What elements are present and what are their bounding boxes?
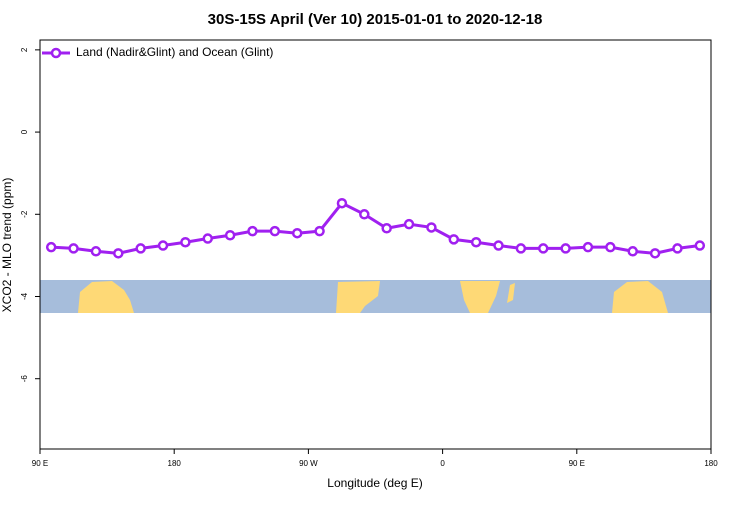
point xyxy=(224,230,236,241)
map-band xyxy=(40,280,711,313)
point xyxy=(113,248,124,259)
plot-frame xyxy=(39,39,712,450)
x-tick-label: 90 W xyxy=(299,459,318,468)
point xyxy=(359,209,370,220)
y-tick-label: -6 xyxy=(20,375,29,383)
point xyxy=(157,240,169,251)
legend: Land (Nadir&Glint) and Ocean (Glint) xyxy=(42,45,273,59)
point xyxy=(538,243,549,254)
point xyxy=(582,241,594,253)
point xyxy=(426,222,437,233)
point xyxy=(672,243,683,254)
point xyxy=(291,227,303,239)
point xyxy=(403,218,415,230)
point xyxy=(381,223,392,234)
y-tick-label: -2 xyxy=(20,210,29,218)
point xyxy=(493,240,504,251)
point xyxy=(90,246,102,257)
x-tick-label: 90 E xyxy=(569,459,585,468)
point xyxy=(515,243,527,254)
legend-marker xyxy=(50,47,62,59)
point xyxy=(336,197,348,209)
point xyxy=(448,234,460,245)
point xyxy=(180,236,191,248)
point xyxy=(627,246,638,257)
x-tick-label: 180 xyxy=(168,459,182,468)
point xyxy=(135,243,146,254)
legend-label: Land (Nadir&Glint) and Ocean (Glint) xyxy=(76,45,273,59)
point xyxy=(605,241,616,253)
point xyxy=(247,225,258,237)
point xyxy=(560,243,571,254)
point xyxy=(68,243,79,254)
chart-title: 30S-15S April (Ver 10) 2015-01-01 to 202… xyxy=(208,11,543,28)
y-tick-label: -4 xyxy=(20,292,29,300)
point xyxy=(269,225,281,237)
point xyxy=(694,240,706,251)
y-tick-label: 0 xyxy=(20,129,29,134)
point xyxy=(202,233,213,244)
y-axis-label: XCO2 - MLO trend (ppm) xyxy=(0,178,14,313)
point xyxy=(314,225,325,237)
x-axis-label: Longitude (deg E) xyxy=(327,476,422,490)
x-tick-label: 180 xyxy=(704,459,718,468)
series-line xyxy=(51,201,701,255)
y-tick-label: 2 xyxy=(20,47,29,52)
point xyxy=(45,241,57,253)
x-tick-label: 90 E xyxy=(32,459,48,468)
point xyxy=(470,236,482,248)
point xyxy=(649,248,661,259)
x-tick-label: 0 xyxy=(440,459,445,468)
